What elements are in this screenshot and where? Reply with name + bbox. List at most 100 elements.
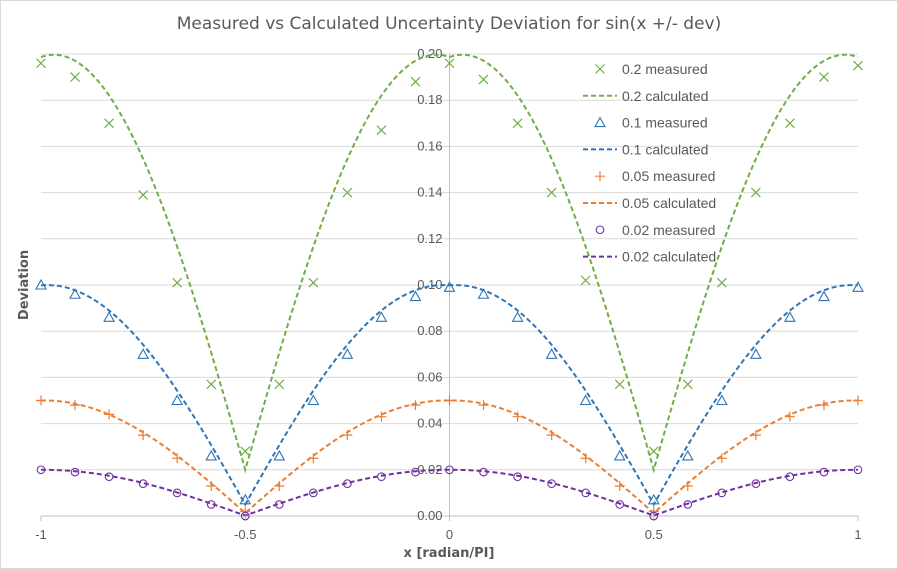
data-point bbox=[205, 449, 218, 461]
legend-label: 0.1 measured bbox=[622, 115, 708, 131]
data-point bbox=[307, 394, 320, 406]
y-axis: 0.000.020.040.060.080.100.120.140.160.18… bbox=[417, 46, 442, 523]
legend: 0.2 measured 0.2 calculated 0.1 measured 0.… bbox=[583, 61, 716, 265]
x-tick-label: -1 bbox=[35, 527, 47, 542]
data-point bbox=[138, 479, 148, 489]
legend-entry: 0.05 measured bbox=[595, 168, 715, 184]
data-point bbox=[240, 511, 250, 521]
legend-entry: 0.1 measured bbox=[594, 115, 708, 131]
data-point bbox=[239, 493, 252, 505]
data-point bbox=[376, 125, 387, 136]
data-point bbox=[138, 430, 149, 441]
data-point bbox=[682, 379, 693, 390]
data-point bbox=[273, 449, 286, 461]
legend-label: 0.2 calculated bbox=[622, 88, 708, 104]
data-point bbox=[478, 400, 489, 411]
data-point bbox=[36, 465, 46, 475]
data-point bbox=[819, 72, 829, 83]
data-point bbox=[410, 400, 421, 411]
data-point bbox=[137, 348, 150, 359]
data-point bbox=[715, 394, 728, 406]
data-point bbox=[853, 465, 863, 475]
data-point bbox=[36, 395, 46, 406]
data-point bbox=[411, 467, 420, 477]
legend-label: 0.05 measured bbox=[622, 168, 715, 184]
legend-label: 0.02 calculated bbox=[622, 249, 716, 265]
data-point bbox=[784, 118, 795, 129]
data-point bbox=[580, 453, 591, 464]
data-point bbox=[613, 449, 626, 461]
data-point bbox=[580, 275, 591, 286]
data-point bbox=[172, 277, 183, 288]
data-point bbox=[818, 290, 830, 302]
data-point bbox=[70, 72, 80, 83]
data-point bbox=[69, 288, 81, 299]
x-tick-label: -0.5 bbox=[234, 527, 256, 542]
data-point bbox=[716, 277, 727, 288]
data-point bbox=[648, 506, 659, 517]
data-point bbox=[546, 187, 557, 198]
data-point bbox=[240, 506, 251, 517]
legend-entry: 0.2 measured bbox=[595, 61, 708, 77]
y-axis-title: Deviation bbox=[17, 250, 32, 320]
data-point bbox=[138, 189, 149, 200]
legend-marker bbox=[595, 171, 605, 182]
legend-label: 0.02 measured bbox=[622, 222, 715, 238]
legend-entry: 0.1 calculated bbox=[583, 141, 708, 157]
data-point bbox=[308, 277, 319, 288]
legend-label: 0.2 measured bbox=[622, 61, 708, 77]
data-point bbox=[648, 446, 659, 457]
plot-area bbox=[35, 53, 864, 521]
data-point bbox=[479, 467, 488, 477]
y-tick-label: 0.18 bbox=[417, 92, 442, 107]
series-line-0-02-calculated bbox=[41, 468, 858, 517]
data-point bbox=[341, 348, 354, 359]
data-point bbox=[70, 400, 81, 411]
data-point bbox=[614, 379, 625, 390]
x-tick-label: 0.5 bbox=[645, 527, 663, 542]
data-point bbox=[342, 430, 353, 441]
data-point bbox=[750, 430, 761, 441]
data-point bbox=[375, 311, 388, 322]
y-tick-label: 0.20 bbox=[417, 46, 442, 61]
data-point bbox=[615, 500, 625, 509]
data-point bbox=[308, 453, 319, 464]
data-point bbox=[343, 479, 352, 489]
data-point bbox=[206, 480, 217, 491]
data-point bbox=[783, 311, 796, 322]
legend-marker bbox=[594, 116, 606, 128]
data-point bbox=[377, 472, 386, 482]
data-point bbox=[206, 500, 216, 509]
x-tick-label: 0 bbox=[446, 527, 453, 542]
data-point bbox=[240, 446, 251, 457]
data-point bbox=[444, 395, 455, 406]
x-axis-title: x [radian/PI] bbox=[404, 546, 495, 561]
data-point bbox=[103, 311, 116, 322]
y-tick-label: 0.12 bbox=[417, 231, 442, 246]
data-point bbox=[274, 480, 285, 491]
series-line-0-1-calculated bbox=[40, 284, 859, 507]
data-point bbox=[649, 511, 659, 521]
data-point bbox=[785, 472, 795, 482]
data-point bbox=[750, 187, 761, 198]
data-point bbox=[681, 449, 694, 461]
data-point bbox=[342, 187, 353, 198]
data-point bbox=[853, 60, 863, 71]
data-point bbox=[308, 488, 318, 498]
data-point bbox=[104, 472, 114, 482]
data-point bbox=[35, 278, 47, 290]
legend-entry: 0.02 calculated bbox=[583, 249, 716, 265]
data-point bbox=[647, 493, 660, 505]
data-point bbox=[579, 394, 592, 406]
series-line-0-2-calculated bbox=[40, 53, 859, 474]
data-point bbox=[443, 281, 456, 292]
data-point bbox=[376, 411, 387, 422]
legend-entry: 0.05 calculated bbox=[583, 195, 716, 211]
data-point bbox=[409, 290, 422, 302]
data-point bbox=[581, 488, 591, 498]
data-point bbox=[104, 118, 115, 129]
y-tick-label: 0.14 bbox=[417, 185, 442, 200]
data-point bbox=[445, 465, 454, 475]
